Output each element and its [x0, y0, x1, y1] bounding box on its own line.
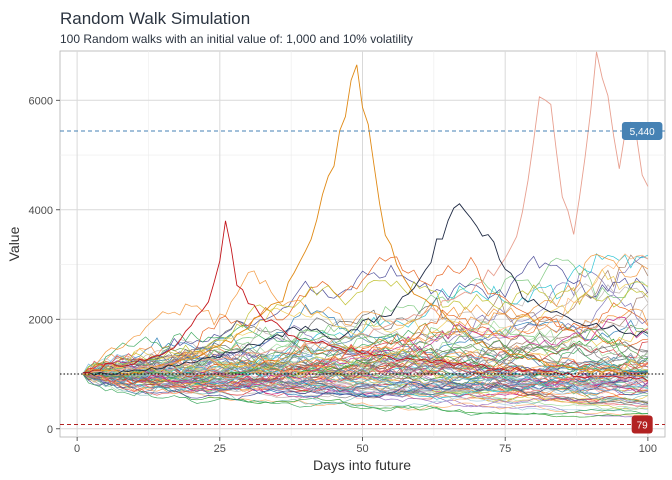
- walk-line: [82, 372, 648, 404]
- walk-line: [82, 364, 649, 395]
- x-tick-label: 100: [639, 443, 657, 455]
- highlighted-walk-line: [82, 220, 649, 382]
- walk-line: [82, 280, 649, 375]
- walk-line: [82, 268, 649, 375]
- highlighted-walk-lines: [82, 51, 649, 382]
- y-tick-label: 0: [47, 424, 53, 436]
- reference-badge-label: 79: [637, 420, 649, 431]
- walk-line: [82, 354, 649, 392]
- walk-line: [82, 352, 649, 396]
- walk-line: [82, 270, 649, 375]
- y-tick-label: 4000: [29, 205, 53, 217]
- reference-badge: [631, 415, 653, 434]
- chart-subtitle: 100 Random walks with an initial value o…: [60, 32, 413, 46]
- walk-line: [82, 253, 649, 379]
- reference-badge-label: 5,440: [630, 127, 655, 138]
- walk-line: [82, 254, 649, 375]
- walk-line: [82, 257, 649, 375]
- y-tick-label: 2000: [29, 314, 53, 326]
- highlighted-walk-line: [82, 64, 649, 377]
- reference-lines: 5,440 79: [60, 121, 665, 434]
- y-axis-title: Value: [6, 226, 22, 261]
- walk-line: [82, 372, 648, 416]
- x-tick-label: 0: [74, 443, 80, 455]
- highlighted-walk-line: [82, 203, 649, 376]
- walk-line: [82, 358, 648, 396]
- chart-title: Random Walk Simulation: [60, 9, 250, 28]
- walk-line: [82, 365, 648, 389]
- walk-line: [82, 297, 648, 378]
- walk-line: [82, 373, 648, 416]
- x-axis-title: Days into future: [313, 457, 411, 473]
- walk-line: [82, 329, 648, 381]
- walk-line: [82, 369, 649, 405]
- walk-line: [82, 343, 649, 392]
- walk-line: [82, 371, 649, 404]
- x-tick-label: 50: [356, 443, 368, 455]
- walk-line: [82, 324, 649, 387]
- reference-badge: [621, 121, 663, 140]
- x-axis-ticks: 0 25 50 75 100: [74, 437, 657, 455]
- y-axis-ticks: 0 2000 4000 6000: [29, 95, 60, 436]
- walk-line: [82, 324, 649, 377]
- y-tick-label: 6000: [29, 95, 53, 107]
- walk-line: [82, 347, 648, 390]
- walk-line: [82, 341, 648, 389]
- x-tick-label: 25: [214, 443, 226, 455]
- highlighted-walk-line: [82, 51, 649, 375]
- walk-line: [82, 320, 649, 378]
- walk-line: [82, 366, 648, 392]
- walk-line: [82, 340, 649, 380]
- walk-line: [82, 322, 649, 379]
- x-tick-label: 75: [499, 443, 511, 455]
- walk-line: [82, 255, 649, 375]
- walk-line: [82, 291, 649, 382]
- walk-line: [82, 370, 649, 401]
- walk-line: [82, 339, 649, 382]
